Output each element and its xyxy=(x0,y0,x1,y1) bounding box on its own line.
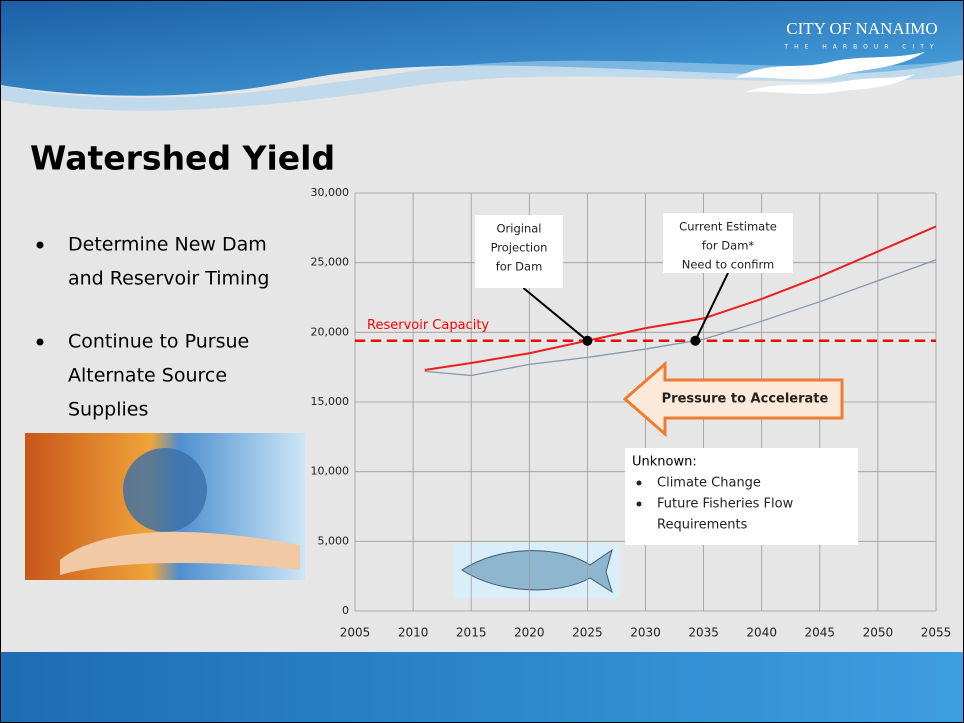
callout-text: Projection xyxy=(491,241,548,255)
callout-text: for Dam xyxy=(496,260,543,274)
y-tick-label: 15,000 xyxy=(311,395,350,408)
callout-text: for Dam* xyxy=(702,239,755,253)
x-tick-label: 2020 xyxy=(514,626,545,640)
callout-pointer xyxy=(522,287,589,342)
callout-text: Current Estimate xyxy=(679,220,777,234)
unknown-item: Future Fisheries Flow xyxy=(657,497,794,512)
y-tick-label: 30,000 xyxy=(311,186,350,199)
x-tick-label: 2015 xyxy=(456,626,487,640)
y-tick-label: 0 xyxy=(342,604,349,617)
logo-wave xyxy=(735,52,925,80)
unknown-bullet xyxy=(636,480,642,486)
bullet-text: Alternate Source xyxy=(68,365,227,387)
hands xyxy=(60,531,300,575)
logo-subtitle: THE HARBOUR CITY xyxy=(783,44,939,51)
x-tick-label: 2045 xyxy=(805,626,836,640)
callout-dot xyxy=(582,335,593,346)
series-line xyxy=(424,259,937,377)
callout-box xyxy=(475,215,563,288)
callout-text: Need to confirm xyxy=(682,258,775,272)
bullet-dot xyxy=(36,241,44,249)
y-tick-label: 20,000 xyxy=(311,325,350,338)
callout-box xyxy=(663,213,793,273)
bullet-dot xyxy=(36,338,44,346)
series-line xyxy=(424,225,937,371)
bullet-text: Continue to Pursue xyxy=(68,331,249,353)
logo-title: CITY OF NANAIMO xyxy=(786,19,937,38)
y-tick-label: 5,000 xyxy=(318,534,350,547)
unknown-box xyxy=(625,448,858,545)
unknown-heading: Unknown: xyxy=(632,455,697,470)
slide-title: Watershed Yield xyxy=(30,139,335,178)
bullet-text: Supplies xyxy=(68,399,148,421)
reservoir-capacity-label: Reservoir Capacity xyxy=(367,318,489,333)
callout-dot xyxy=(690,335,701,346)
callout-pointer xyxy=(694,272,729,342)
unknown-item: Climate Change xyxy=(657,476,761,491)
x-tick-label: 2005 xyxy=(340,626,371,640)
globe xyxy=(123,448,207,532)
fish xyxy=(461,548,613,594)
header-wave xyxy=(1,60,963,111)
x-tick-label: 2040 xyxy=(746,626,777,640)
bullet-text: and Reservoir Timing xyxy=(68,268,269,290)
x-tick-label: 2025 xyxy=(572,626,603,640)
logo-wave xyxy=(745,74,915,94)
footer-band xyxy=(1,652,963,722)
x-tick-label: 2035 xyxy=(688,626,719,640)
x-tick-label: 2055 xyxy=(921,626,952,640)
callout-text: Original xyxy=(496,222,541,236)
y-tick-label: 10,000 xyxy=(311,465,350,478)
chart: 0 5,000 10,000 15,000 20,000 25,000 30,000 2005… xyxy=(311,186,952,640)
x-tick-label: 2030 xyxy=(630,626,661,640)
x-tick-label: 2050 xyxy=(863,626,894,640)
y-tick-label: 25,000 xyxy=(311,256,350,269)
x-tick-label: 2010 xyxy=(398,626,429,640)
pressure-arrow xyxy=(622,360,844,438)
pressure-label: Pressure to Accelerate xyxy=(662,392,829,407)
unknown-bullet xyxy=(636,501,642,507)
bullet-text: Determine New Dam xyxy=(68,234,267,256)
unknown-item: Requirements xyxy=(657,518,748,533)
